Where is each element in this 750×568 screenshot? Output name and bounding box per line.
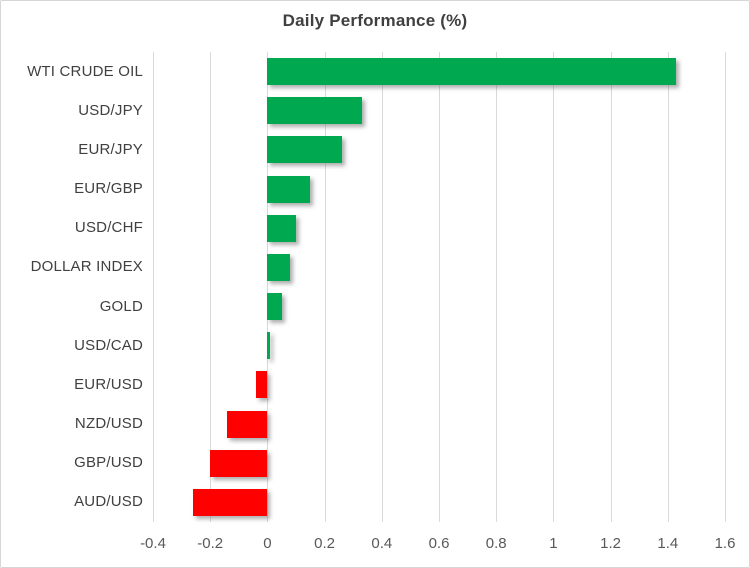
bar-aud-usd — [193, 488, 268, 516]
bar-nzd-usd — [227, 410, 268, 438]
category-label-dollar-index: DOLLAR INDEX — [30, 258, 143, 276]
gridline — [725, 52, 726, 522]
category-label-usd-jpy: USD/JPY — [78, 101, 143, 119]
category-label-eur-usd: EUR/USD — [74, 375, 143, 393]
x-tick-label: 0.8 — [485, 535, 507, 552]
plot-area — [153, 52, 726, 522]
bar-usd-cad — [267, 332, 271, 360]
category-axis: WTI CRUDE OIL USD/JPY EUR/JPY EUR/GBP USD/CH… — [1, 52, 143, 522]
x-tick-label: -0.4 — [140, 535, 166, 552]
bar-dollar-index — [267, 253, 291, 281]
x-tick-label: 1.4 — [657, 535, 679, 552]
category-label-usd-chf: USD/CHF — [74, 219, 143, 237]
gridline — [610, 52, 612, 522]
gridline — [210, 52, 212, 522]
bar-usd-chf — [267, 214, 296, 242]
bar-eur-usd — [256, 371, 268, 399]
bar-gold — [267, 293, 282, 321]
gridline — [553, 52, 555, 522]
category-label-eur-gbp: EUR/GBP — [74, 180, 143, 198]
x-tick-label: 1 — [549, 535, 558, 552]
gridline — [153, 52, 154, 522]
bar-usd-jpy — [267, 97, 362, 125]
gridline — [496, 52, 498, 522]
bar-eur-gbp — [267, 175, 311, 203]
x-tick-label: 0.2 — [314, 535, 336, 552]
category-label-wti-crude-oil: WTI CRUDE OIL — [27, 62, 143, 80]
x-tick-label: 0.4 — [371, 535, 393, 552]
category-label-nzd-usd: NZD/USD — [74, 415, 143, 433]
chart-title: Daily Performance (%) — [282, 11, 468, 30]
gridline — [667, 52, 669, 522]
category-label-aud-usd: AUD/USD — [74, 493, 143, 511]
gridline — [324, 52, 326, 522]
bar-eur-jpy — [267, 136, 342, 164]
x-tick-label: -0.2 — [197, 535, 224, 552]
gridline — [439, 52, 440, 522]
x-tick-label: 1.2 — [600, 535, 622, 552]
category-label-eur-jpy: EUR/JPY — [78, 140, 143, 158]
category-label-gbp-usd: GBP/USD — [74, 454, 143, 472]
bar-wti-crude-oil — [267, 58, 677, 86]
gridline — [381, 52, 383, 522]
category-label-usd-cad: USD/CAD — [74, 336, 143, 354]
category-label-gold: GOLD — [99, 297, 143, 315]
value-axis: -0.4 -0.2 0 0.2 0.4 0.6 0.8 1 1.2 1.4 1.6 — [1, 535, 749, 559]
x-tick-label: 0.6 — [428, 535, 450, 552]
x-tick-label: 0 — [263, 535, 272, 552]
bar-gbp-usd — [210, 449, 268, 477]
x-tick-label: 1.6 — [714, 535, 736, 552]
gridline — [267, 52, 269, 522]
